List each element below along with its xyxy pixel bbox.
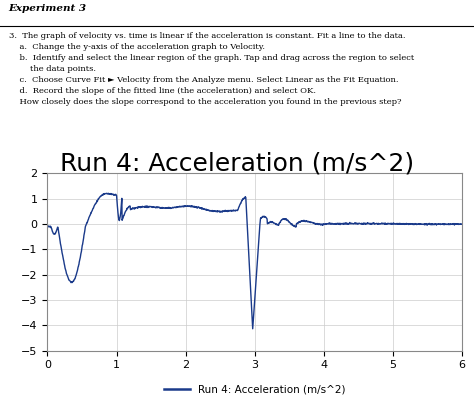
Legend: Run 4: Acceleration (m/s^2): Run 4: Acceleration (m/s^2) [160,380,350,399]
Text: Run 4: Acceleration (m/s^2): Run 4: Acceleration (m/s^2) [60,151,414,175]
Text: Experiment 3: Experiment 3 [9,4,87,13]
Text: 3.  The graph of velocity vs. time is linear if the acceleration is constant. Fi: 3. The graph of velocity vs. time is lin… [9,32,414,106]
